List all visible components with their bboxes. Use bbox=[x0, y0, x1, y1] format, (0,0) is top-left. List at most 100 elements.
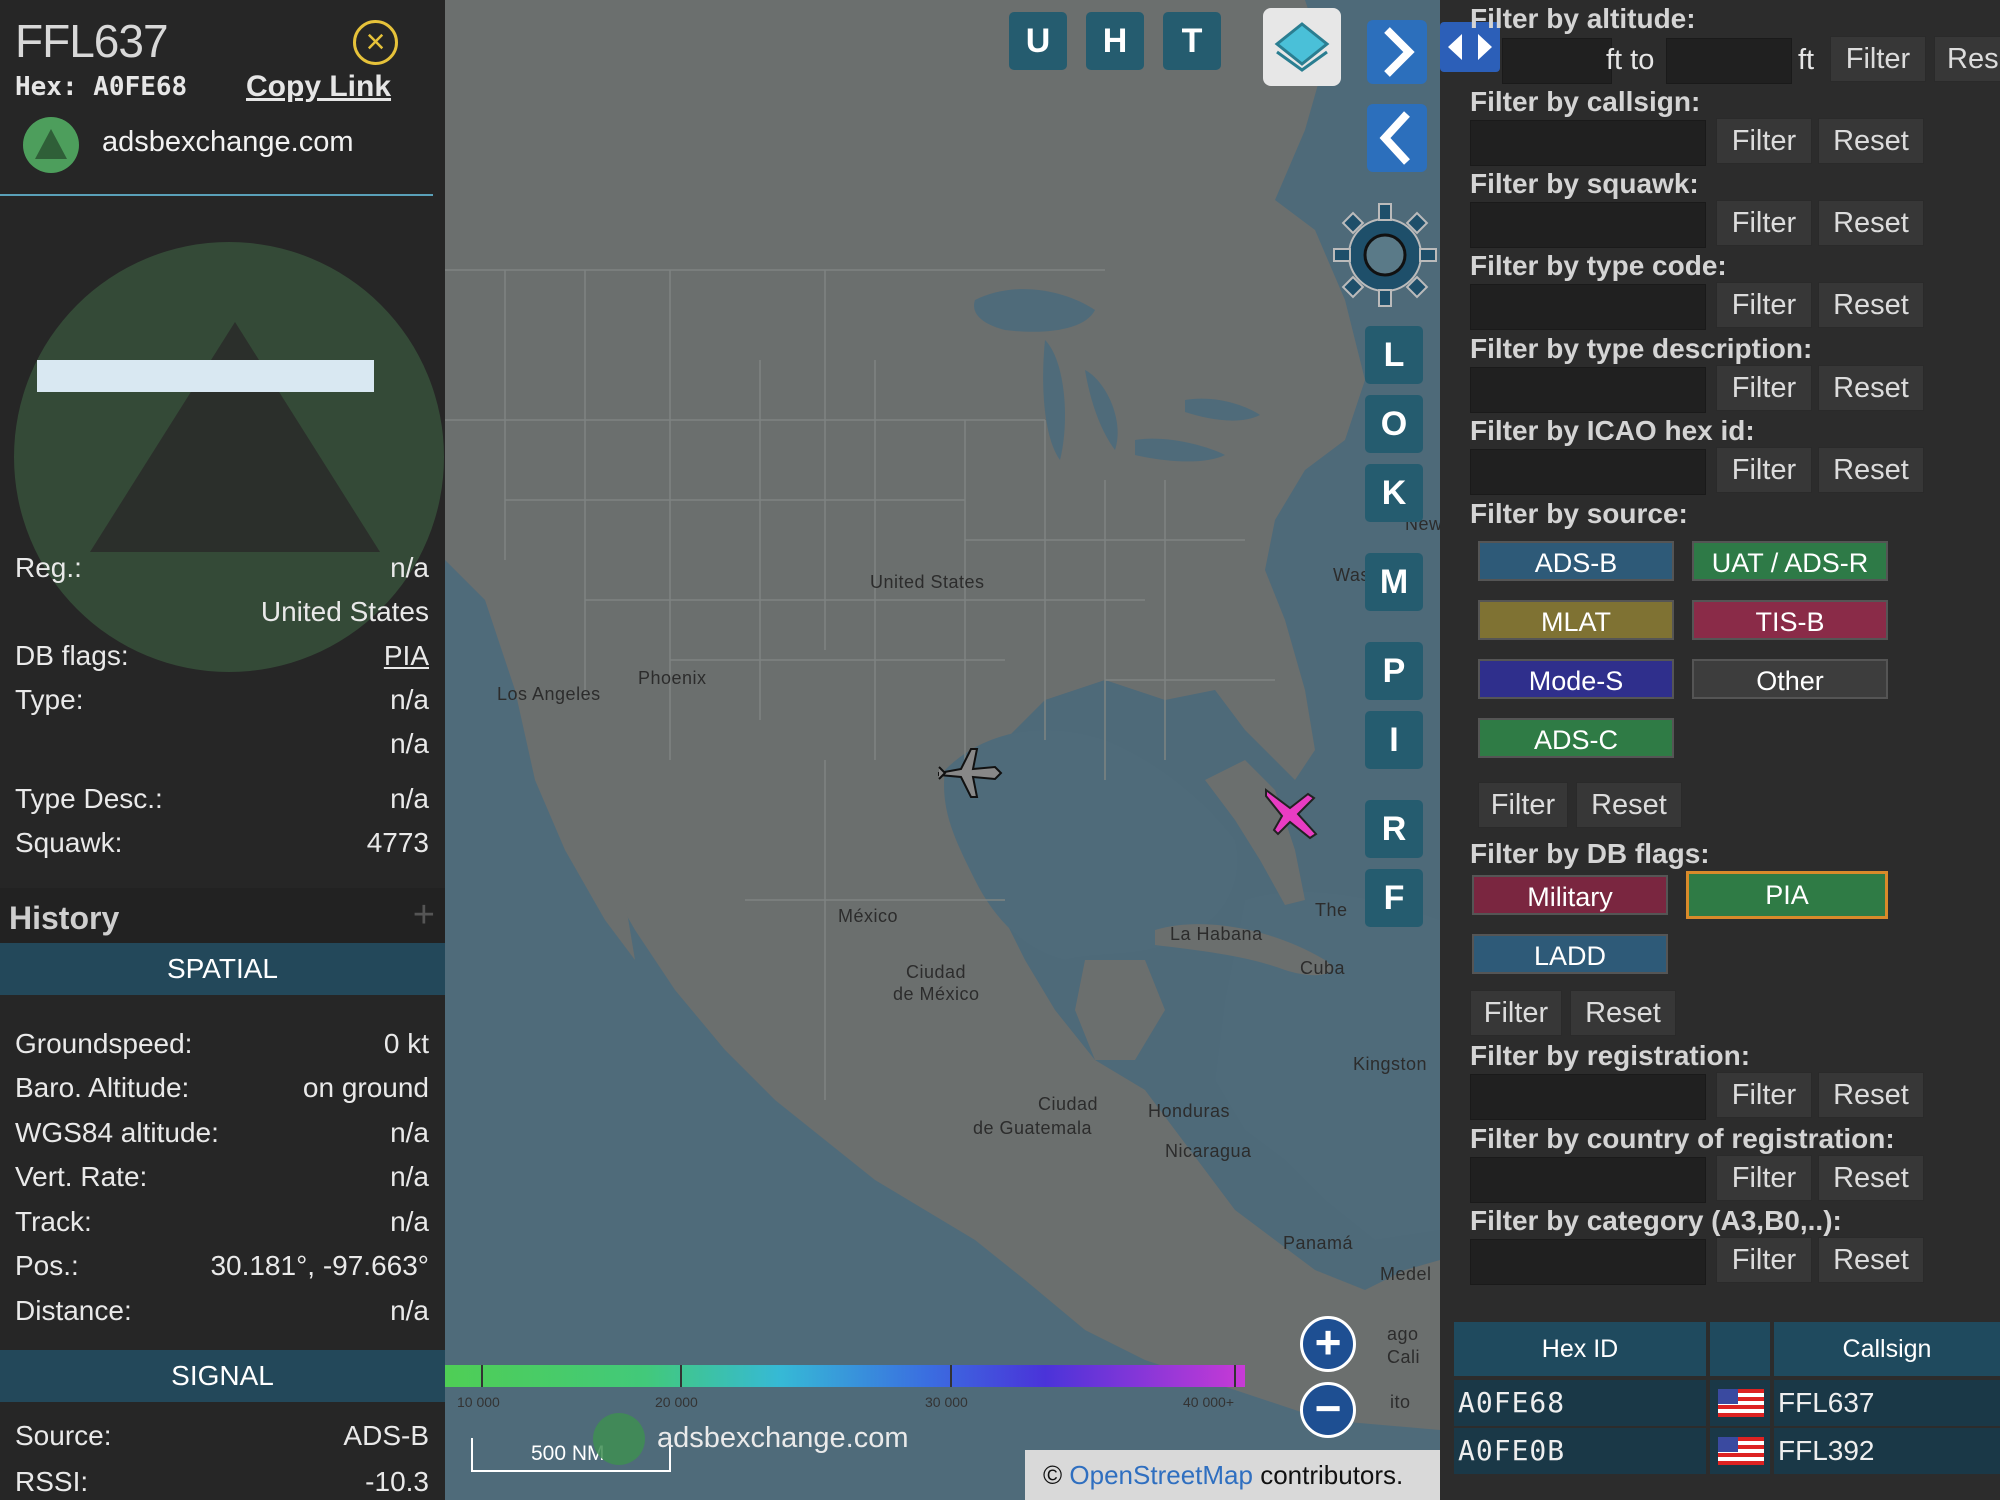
icaohex-input[interactable] bbox=[1470, 449, 1706, 495]
us-flag-icon bbox=[1710, 1380, 1770, 1426]
toggle-t-button[interactable]: T bbox=[1163, 12, 1221, 70]
typecode-reset-button[interactable]: Reset bbox=[1818, 282, 1924, 328]
squawk-reset-button[interactable]: Reset bbox=[1818, 200, 1924, 246]
registration-input[interactable] bbox=[1470, 1074, 1706, 1120]
map-label-habana: La Habana bbox=[1170, 924, 1263, 944]
row-hex: A0FE0B bbox=[1454, 1428, 1706, 1474]
squawk-filter-label: Filter by squawk: bbox=[1470, 168, 1699, 199]
map-label-medel: Medel bbox=[1380, 1264, 1432, 1284]
dbflag-link[interactable]: PIA bbox=[383, 640, 429, 671]
callsign-reset-button[interactable]: Reset bbox=[1818, 118, 1924, 164]
site-name: adsbexchange.com bbox=[102, 126, 354, 158]
callsign-filter-button[interactable]: Filter bbox=[1716, 118, 1812, 164]
spatial-row-pos: Pos.: 30.181°, -97.663° bbox=[15, 1250, 429, 1281]
country-input[interactable] bbox=[1470, 1157, 1706, 1203]
typedesc-filter-button[interactable]: Filter bbox=[1716, 365, 1812, 411]
toggle-u-button[interactable]: U bbox=[1009, 12, 1067, 70]
map-label-guate-2: de Guatemala bbox=[973, 1118, 1093, 1138]
table-header-hexid[interactable]: Hex ID bbox=[1454, 1322, 1706, 1376]
info-row-reg: Reg.: n/a bbox=[15, 552, 429, 583]
map-canvas[interactable]: United States Phoenix Los Angeles México… bbox=[445, 0, 1440, 1500]
altitude-max-input[interactable] bbox=[1666, 38, 1792, 84]
country-filter-label: Filter by country of registration: bbox=[1470, 1123, 1895, 1154]
dbflag-military-toggle[interactable]: Military bbox=[1472, 875, 1668, 915]
table-header-flag[interactable] bbox=[1710, 1322, 1770, 1376]
toggle-l-button[interactable]: L bbox=[1365, 326, 1423, 384]
map-basemap bbox=[445, 0, 1440, 1500]
callsign-input[interactable] bbox=[1470, 120, 1706, 166]
country-filter-button[interactable]: Filter bbox=[1716, 1155, 1812, 1201]
info-row-squawk: Squawk: 4773 bbox=[15, 827, 429, 858]
filter-panel: Filter by altitude: ft to ft Filter Res … bbox=[1440, 0, 2000, 1500]
source-tisb-toggle[interactable]: TIS-B bbox=[1692, 600, 1888, 640]
toggle-p-button[interactable]: P bbox=[1365, 642, 1423, 700]
category-input[interactable] bbox=[1470, 1239, 1706, 1285]
copy-link-button[interactable]: Copy Link bbox=[246, 70, 392, 103]
layers-button[interactable] bbox=[1263, 8, 1341, 86]
dbflags-filter-button[interactable]: Filter bbox=[1470, 990, 1562, 1036]
category-reset-button[interactable]: Reset bbox=[1818, 1237, 1924, 1283]
source-mlat-toggle[interactable]: MLAT bbox=[1478, 600, 1674, 640]
map-label-was: Was bbox=[1333, 565, 1370, 585]
info-row-country: United States bbox=[260, 596, 429, 627]
altitude-tick-30000: 30 000 bbox=[925, 1394, 968, 1410]
chevron-right-icon bbox=[1384, 27, 1415, 77]
scale-bar: 500 NM bbox=[471, 1438, 671, 1472]
registration-filter-button[interactable]: Filter bbox=[1716, 1072, 1812, 1118]
typecode-filter-button[interactable]: Filter bbox=[1716, 282, 1812, 328]
toggle-r-button[interactable]: R bbox=[1365, 800, 1423, 858]
panel-expand-button[interactable] bbox=[1440, 22, 1500, 72]
source-adsc-toggle[interactable]: ADS-C bbox=[1478, 718, 1674, 758]
toggle-f-button[interactable]: F bbox=[1365, 869, 1423, 927]
altitude-ft: ft bbox=[1798, 44, 1815, 76]
layers-icon bbox=[1274, 22, 1330, 72]
source-adsb-toggle[interactable]: ADS-B bbox=[1478, 541, 1674, 581]
history-header[interactable]: History + bbox=[0, 888, 445, 952]
source-reset-button[interactable]: Reset bbox=[1576, 782, 1682, 828]
icaohex-reset-button[interactable]: Reset bbox=[1818, 447, 1924, 493]
table-header-callsign[interactable]: Callsign bbox=[1774, 1322, 2000, 1376]
source-modes-toggle[interactable]: Mode-S bbox=[1478, 659, 1674, 699]
row-callsign: FFL637 bbox=[1774, 1380, 2000, 1426]
toggle-i-button[interactable]: I bbox=[1365, 711, 1423, 769]
dbflag-ladd-toggle[interactable]: LADD bbox=[1472, 934, 1668, 974]
typecode-input[interactable] bbox=[1470, 284, 1706, 330]
altitude-reset-button[interactable]: Res bbox=[1934, 36, 2000, 82]
adsbexchange-logo bbox=[23, 117, 79, 173]
source-other-toggle[interactable]: Other bbox=[1692, 659, 1888, 699]
aircraft-icon[interactable] bbox=[935, 745, 1005, 801]
toggle-m-button[interactable]: M bbox=[1365, 553, 1423, 611]
registration-reset-button[interactable]: Reset bbox=[1818, 1072, 1924, 1118]
source-uat-toggle[interactable]: UAT / ADS-R bbox=[1692, 541, 1888, 581]
altitude-min-input[interactable] bbox=[1502, 38, 1612, 84]
icaohex-filter-button[interactable]: Filter bbox=[1716, 447, 1812, 493]
altitude-filter-button[interactable]: Filter bbox=[1830, 36, 1926, 82]
country-reset-button[interactable]: Reset bbox=[1818, 1155, 1924, 1201]
dbflag-pia-toggle[interactable]: PIA bbox=[1686, 871, 1888, 919]
settings-button[interactable] bbox=[1330, 200, 1440, 310]
nav-prev-button[interactable] bbox=[1367, 104, 1427, 172]
map-label-the: The bbox=[1315, 900, 1348, 920]
squawk-filter-button[interactable]: Filter bbox=[1716, 200, 1812, 246]
toggle-o-button[interactable]: O bbox=[1365, 395, 1423, 453]
squawk-input[interactable] bbox=[1470, 202, 1706, 248]
zoom-out-button[interactable]: − bbox=[1300, 1382, 1356, 1438]
map-label-panama: Panamá bbox=[1283, 1233, 1354, 1253]
dbflags-reset-button[interactable]: Reset bbox=[1570, 990, 1676, 1036]
typedesc-input[interactable] bbox=[1470, 367, 1706, 413]
registration-filter-label: Filter by registration: bbox=[1470, 1040, 1751, 1071]
osm-link[interactable]: OpenStreetMap bbox=[1069, 1460, 1253, 1490]
toggle-h-button[interactable]: H bbox=[1086, 12, 1144, 70]
nav-next-button[interactable] bbox=[1367, 20, 1427, 84]
toggle-k-button[interactable]: K bbox=[1365, 464, 1423, 522]
category-filter-button[interactable]: Filter bbox=[1716, 1237, 1812, 1283]
close-icon[interactable]: × bbox=[353, 20, 398, 65]
selected-aircraft-icon[interactable] bbox=[1260, 782, 1322, 844]
map-label-phoenix: Phoenix bbox=[638, 668, 707, 688]
spatial-row-baro: Baro. Altitude: on ground bbox=[15, 1072, 429, 1103]
typedesc-reset-button[interactable]: Reset bbox=[1818, 365, 1924, 411]
spatial-header: SPATIAL bbox=[0, 943, 445, 995]
zoom-in-button[interactable]: + bbox=[1300, 1316, 1356, 1372]
gear-icon bbox=[1333, 203, 1437, 307]
source-filter-button[interactable]: Filter bbox=[1478, 782, 1568, 828]
